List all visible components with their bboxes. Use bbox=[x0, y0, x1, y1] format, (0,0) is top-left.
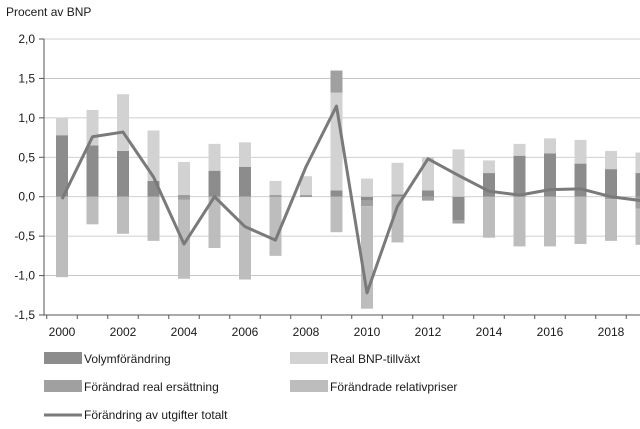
bar-volymforandring-2000 bbox=[56, 135, 68, 197]
legend-label: Volymförändring bbox=[84, 352, 171, 366]
bar-real-bnp-tillvaxt-2018 bbox=[605, 150, 617, 170]
bar-real-bnp-tillvaxt-2003 bbox=[147, 130, 160, 181]
legend-label: Förändring av utgifter totalt bbox=[84, 408, 228, 422]
bar-volymforandring-2016 bbox=[544, 153, 556, 197]
bar-real-bnp-tillvaxt-2011 bbox=[391, 162, 404, 195]
x-tick-label: 2000 bbox=[49, 325, 76, 339]
bar-real-bnp-tillvaxt-2013 bbox=[452, 149, 465, 197]
y-axis-title: Procent av BNP bbox=[6, 5, 91, 19]
bar-volymforandring-2013 bbox=[452, 196, 465, 221]
bar-volymforandring-2005 bbox=[208, 170, 221, 197]
y-tick-label: -0,5 bbox=[14, 229, 35, 243]
bar-volymforandring-2002 bbox=[117, 150, 129, 197]
bar-forandrade-relativpriser-2015 bbox=[513, 196, 526, 247]
x-tick-label: 2006 bbox=[232, 325, 259, 339]
y-tick-label: -1,5 bbox=[14, 308, 35, 322]
legend-label: Förändrade relativpriser bbox=[330, 380, 457, 394]
bar-volymforandring-2004 bbox=[178, 195, 190, 197]
line-series-group bbox=[60, 104, 640, 295]
bar-real-bnp-tillvaxt-2005 bbox=[208, 143, 221, 171]
bar-forandrade-relativpriser-2004 bbox=[178, 199, 190, 279]
bar-real-bnp-tillvaxt-2007 bbox=[269, 180, 282, 196]
bar-real-bnp-tillvaxt-2015 bbox=[513, 143, 526, 156]
bar-real-bnp-tillvaxt-2016 bbox=[544, 138, 556, 154]
bar-forandrade-relativpriser-2019 bbox=[635, 208, 640, 245]
legend-swatch bbox=[290, 352, 328, 364]
bar-real-bnp-tillvaxt-2004 bbox=[178, 162, 190, 196]
bar-forandrad-real-ersattning-2009 bbox=[330, 70, 343, 93]
bar-forandrad-real-ersattning-2012 bbox=[422, 196, 434, 201]
bar-volymforandring-2015 bbox=[513, 155, 526, 197]
legend-swatch bbox=[44, 352, 82, 364]
legend-swatch bbox=[290, 380, 328, 392]
legend: Volymförändring Real BNP-tillväxt Förändra… bbox=[44, 352, 457, 422]
bar-volymforandring-2019 bbox=[635, 173, 640, 197]
line-series-total bbox=[60, 104, 640, 295]
bar-forandrade-relativpriser-2005 bbox=[208, 196, 221, 248]
bar-volymforandring-2018 bbox=[605, 169, 617, 197]
y-tick-label: 1,5 bbox=[18, 71, 35, 85]
bar-real-bnp-tillvaxt-2002 bbox=[117, 94, 129, 151]
bar-volymforandring-2007 bbox=[269, 195, 282, 197]
bar-forandrade-relativpriser-2007 bbox=[269, 196, 282, 256]
bar-real-bnp-tillvaxt-2006 bbox=[239, 142, 251, 167]
bar-volymforandring-2017 bbox=[574, 163, 587, 197]
bar-volymforandring-2006 bbox=[239, 166, 251, 197]
bar-real-bnp-tillvaxt-2008 bbox=[300, 176, 312, 196]
bar-forandrad-real-ersattning-2013 bbox=[452, 220, 465, 224]
y-tick-label: 0,5 bbox=[18, 150, 35, 164]
bar-forandrade-relativpriser-2018 bbox=[605, 199, 617, 241]
bar-real-bnp-tillvaxt-2014 bbox=[483, 160, 495, 174]
bar-forandrade-relativpriser-2009 bbox=[330, 196, 343, 233]
bar-forandrade-relativpriser-2001 bbox=[86, 196, 99, 225]
legend-label: Real BNP-tillväxt bbox=[330, 352, 421, 366]
bar-real-bnp-tillvaxt-2019 bbox=[635, 152, 640, 174]
x-tick-label: 2012 bbox=[415, 325, 442, 339]
bar-forandrade-relativpriser-2016 bbox=[544, 196, 556, 247]
x-tick-label: 2004 bbox=[171, 325, 198, 339]
axes-group: 2,0 1,5 1,0 0,5 0,0 -0,5 -1,0 -1,5 2000 2002 2004 2… bbox=[14, 32, 640, 339]
bar-volymforandring-2001 bbox=[86, 145, 99, 197]
legend-swatch bbox=[44, 380, 82, 392]
bar-volymforandring-2010 bbox=[361, 196, 373, 201]
legend-label: Förändrad real ersättning bbox=[84, 380, 219, 394]
bar-forandrade-relativpriser-2003 bbox=[147, 196, 160, 241]
bar-real-bnp-tillvaxt-2000 bbox=[56, 117, 68, 136]
bar-volymforandring-2008 bbox=[300, 195, 312, 197]
x-tick-label: 2008 bbox=[293, 325, 320, 339]
bar-forandrade-relativpriser-2002 bbox=[117, 196, 129, 234]
y-tick-label: 1,0 bbox=[18, 111, 35, 125]
y-tick-label: -1,0 bbox=[14, 269, 35, 283]
bar-forandrade-relativpriser-2000 bbox=[56, 196, 68, 278]
bar-forandrade-relativpriser-2011 bbox=[391, 196, 404, 243]
bar-forandrad-real-ersattning-2010 bbox=[361, 200, 373, 207]
x-tick-label: 2014 bbox=[476, 325, 503, 339]
y-tick-label: 0,0 bbox=[18, 190, 35, 204]
x-tick-label: 2016 bbox=[537, 325, 564, 339]
bar-volymforandring-2011 bbox=[391, 194, 404, 197]
bar-forandrade-relativpriser-2014 bbox=[483, 196, 495, 238]
bar-volymforandring-2012 bbox=[422, 190, 434, 197]
bar-real-bnp-tillvaxt-2010 bbox=[361, 178, 373, 197]
bar-forandrad-real-ersattning-2019 bbox=[635, 196, 640, 209]
bar-volymforandring-2009 bbox=[330, 190, 343, 197]
y-tick-label: 2,0 bbox=[18, 32, 35, 46]
bar-forandrade-relativpriser-2006 bbox=[239, 196, 251, 280]
bar-forandrade-relativpriser-2017 bbox=[574, 196, 587, 245]
x-tick-label: 2010 bbox=[354, 325, 381, 339]
bar-forandrad-real-ersattning-2004 bbox=[178, 196, 190, 200]
bars-group bbox=[56, 70, 640, 309]
bar-real-bnp-tillvaxt-2017 bbox=[574, 139, 587, 164]
x-tick-label: 2018 bbox=[598, 325, 625, 339]
x-tick-label: 2002 bbox=[110, 325, 137, 339]
